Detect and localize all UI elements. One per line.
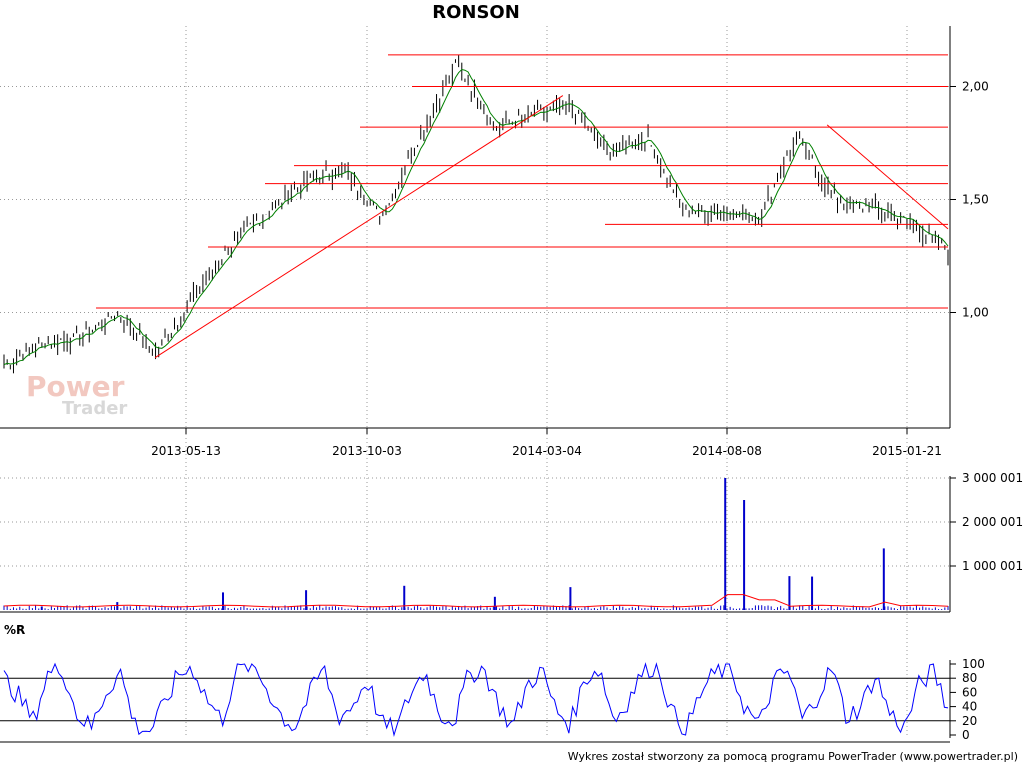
volume-series [3,478,949,610]
watermark-trader: Trader [62,398,127,419]
trend-line [826,124,949,230]
footer-credit: Wykres został stworzony za pomocą progra… [567,750,1018,763]
support-resistance-lines [96,54,949,359]
price-panel-frame [0,26,951,429]
volume-moving-average [3,594,949,608]
price-tick-label: 1,50 [962,193,989,207]
price-series [3,55,949,374]
wr-tick-label: 80 [962,671,977,685]
wr-panel-label: %R [4,623,25,637]
price-tick-label: 1,00 [962,306,989,320]
volume-tick-label: 2 000 001 [962,515,1023,529]
wr-tick-label: 40 [962,700,977,714]
wr-tick-label: 100 [962,657,985,671]
volume-tick-label: 3 000 001 [962,471,1023,485]
wr-tick-label: 20 [962,714,977,728]
wr-line [3,662,949,737]
volume-panel-frame [0,476,951,613]
price-tick-label: 2,00 [962,80,989,94]
trend-line [154,95,564,359]
x-tick-label: 2013-10-03 [332,444,402,458]
grid-lines [0,26,956,738]
wr-panel-frame [0,660,951,743]
wr-tick-label: 60 [962,685,977,699]
x-tick-label: 2013-05-13 [151,444,221,458]
chart-title: RONSON [432,2,520,23]
x-tick-label: 2014-03-04 [512,444,582,458]
x-tick-label: 2015-01-21 [872,444,942,458]
wr-tick-label: 0 [962,728,970,742]
wr-series [3,662,949,737]
axis-labels: 2013-05-13 2013-10-03 2014-03-04 2014-08-08… [151,80,1023,743]
watermark-power: Power [26,370,125,403]
volume-tick-label: 1 000 001 [962,559,1023,573]
x-tick-label: 2014-08-08 [692,444,762,458]
moving-average-line [3,68,949,366]
